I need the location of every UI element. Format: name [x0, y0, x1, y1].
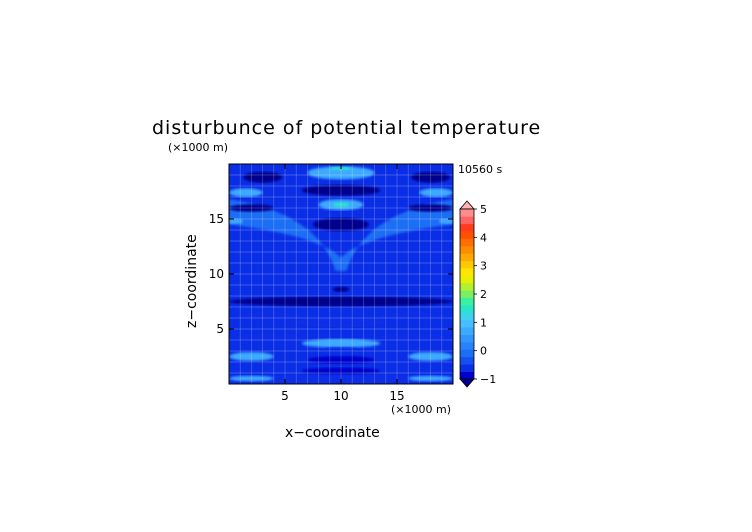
colorbar-swatch [460, 297, 474, 306]
colorbar-swatch [460, 245, 474, 254]
field-feature-8 [408, 204, 453, 212]
contour-field [229, 164, 453, 384]
colorbar-min-arrow [459, 378, 475, 388]
field-feature-27 [301, 367, 381, 375]
field-funnel [229, 199, 453, 271]
colorbar-swatch [460, 356, 474, 365]
colorbar-swatch [460, 275, 474, 284]
field-feature-4 [229, 188, 263, 198]
colorbar-swatch [460, 371, 474, 380]
chart-title: disturbunce of potential temperature [152, 117, 541, 139]
field-feature-13 [313, 217, 369, 232]
colorbar-swatch [460, 305, 474, 313]
colorbar-tick-label: 4 [480, 231, 487, 244]
y-axis-label: z−coordinate [184, 234, 200, 328]
colorbar-tick-label: 1 [480, 316, 487, 329]
y-axis-ticks: 5 10 15 [209, 212, 453, 336]
colorbar-swatch [460, 349, 474, 358]
field-feature-25 [408, 352, 453, 361]
colorbar-max-arrow [459, 200, 475, 210]
colorbar-swatch [460, 253, 474, 262]
colorbar: −1 0 1 2 3 4 5 [459, 200, 496, 388]
plot-area [228, 163, 454, 385]
y-tick-label: 10 [209, 267, 224, 281]
field-feature-20 [234, 333, 302, 342]
field-feature-23 [324, 347, 358, 351]
field-feature-1 [411, 171, 451, 183]
colorbar-swatch [460, 268, 474, 276]
colorbar-swatch [460, 319, 474, 328]
field-feature-10 [332, 202, 350, 207]
field-feature-21 [380, 333, 448, 342]
y-unit-label: (×1000 m) [168, 141, 228, 154]
field-feature-2 [307, 166, 375, 180]
colorbar-tick-label: 0 [480, 345, 487, 358]
y-tick-label: 5 [216, 322, 224, 336]
x-tick-label: 10 [333, 389, 348, 403]
colorbar-tick-label: 3 [480, 260, 487, 273]
field-feature-16 [285, 300, 397, 305]
field-feature-29 [229, 375, 274, 382]
colorbar-swatch [460, 342, 474, 350]
colorbar-swatch [460, 290, 474, 298]
colorbar-swatch [460, 327, 474, 335]
time-label: 10560 s [458, 163, 502, 176]
field-feature-7 [229, 204, 274, 212]
field-feature-30 [408, 375, 453, 382]
field-feature-19 [296, 317, 386, 328]
colorbar-swatch [460, 282, 474, 291]
field-feature-0 [243, 171, 283, 183]
colorbar-swatch [460, 260, 474, 269]
field-feature-11 [229, 218, 243, 224]
field-feature-18 [380, 312, 448, 320]
colorbar-swatch [460, 364, 474, 372]
field-feature-17 [234, 312, 302, 320]
colorbar-tick-label: 5 [480, 203, 487, 216]
colorbar-swatch [460, 216, 474, 225]
field-feature-22 [301, 338, 381, 348]
x-tick-label: 15 [389, 389, 404, 403]
x-axis-label: x−coordinate [285, 425, 380, 441]
field-feature-6 [301, 184, 381, 196]
grid-lines [229, 164, 453, 384]
colorbar-tick-label: 2 [480, 288, 487, 301]
field-feature-24 [229, 352, 274, 361]
colorbar-swatch [460, 231, 474, 239]
field-feature-26 [307, 355, 375, 364]
field-feature-5 [419, 188, 453, 197]
x-unit-label: (×1000 m) [391, 403, 451, 416]
colorbar-swatch [460, 209, 474, 217]
y-tick-label: 15 [209, 212, 224, 226]
colorbar-tick-label: −1 [480, 373, 496, 386]
field-feature-12 [439, 218, 453, 224]
x-axis-ticks: 5 10 15 [281, 164, 405, 403]
colorbar-swatch [460, 223, 474, 232]
field-feature-14 [332, 286, 350, 293]
x-tick-label: 5 [281, 389, 289, 403]
colorbar-swatch [460, 334, 474, 343]
colorbar-swatch [460, 238, 474, 247]
colorbar-swatch [460, 312, 474, 321]
